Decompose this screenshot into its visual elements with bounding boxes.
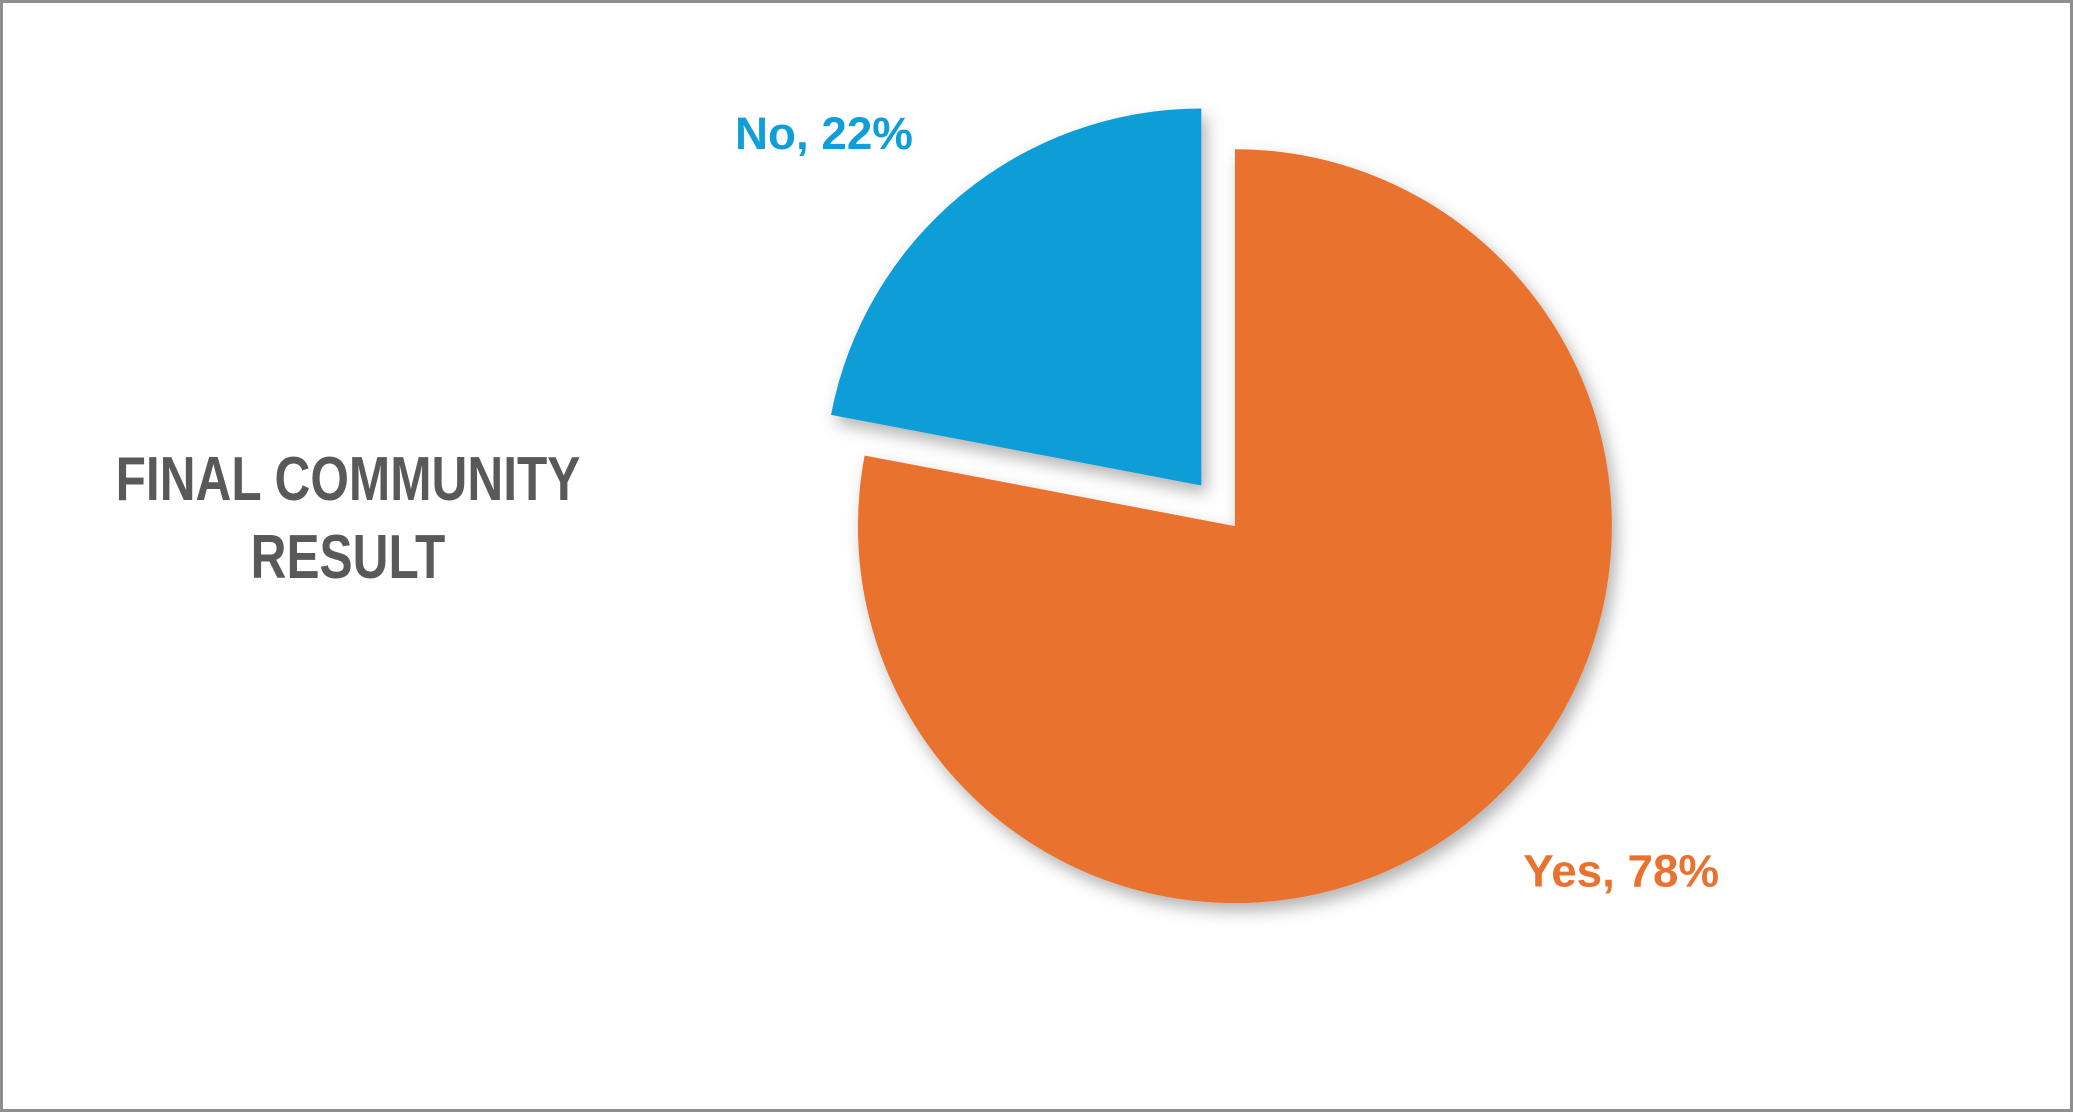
pie-chart: Yes, 78% No, 22% xyxy=(735,108,1719,904)
chart-title: FINAL COMMUNITY RESULT xyxy=(115,445,581,592)
pie-slice-yes[interactable] xyxy=(857,149,1612,904)
pie-slice-no[interactable] xyxy=(831,108,1202,486)
data-label-no: No, 22% xyxy=(735,108,913,159)
data-label-yes: Yes, 78% xyxy=(1523,846,1719,897)
